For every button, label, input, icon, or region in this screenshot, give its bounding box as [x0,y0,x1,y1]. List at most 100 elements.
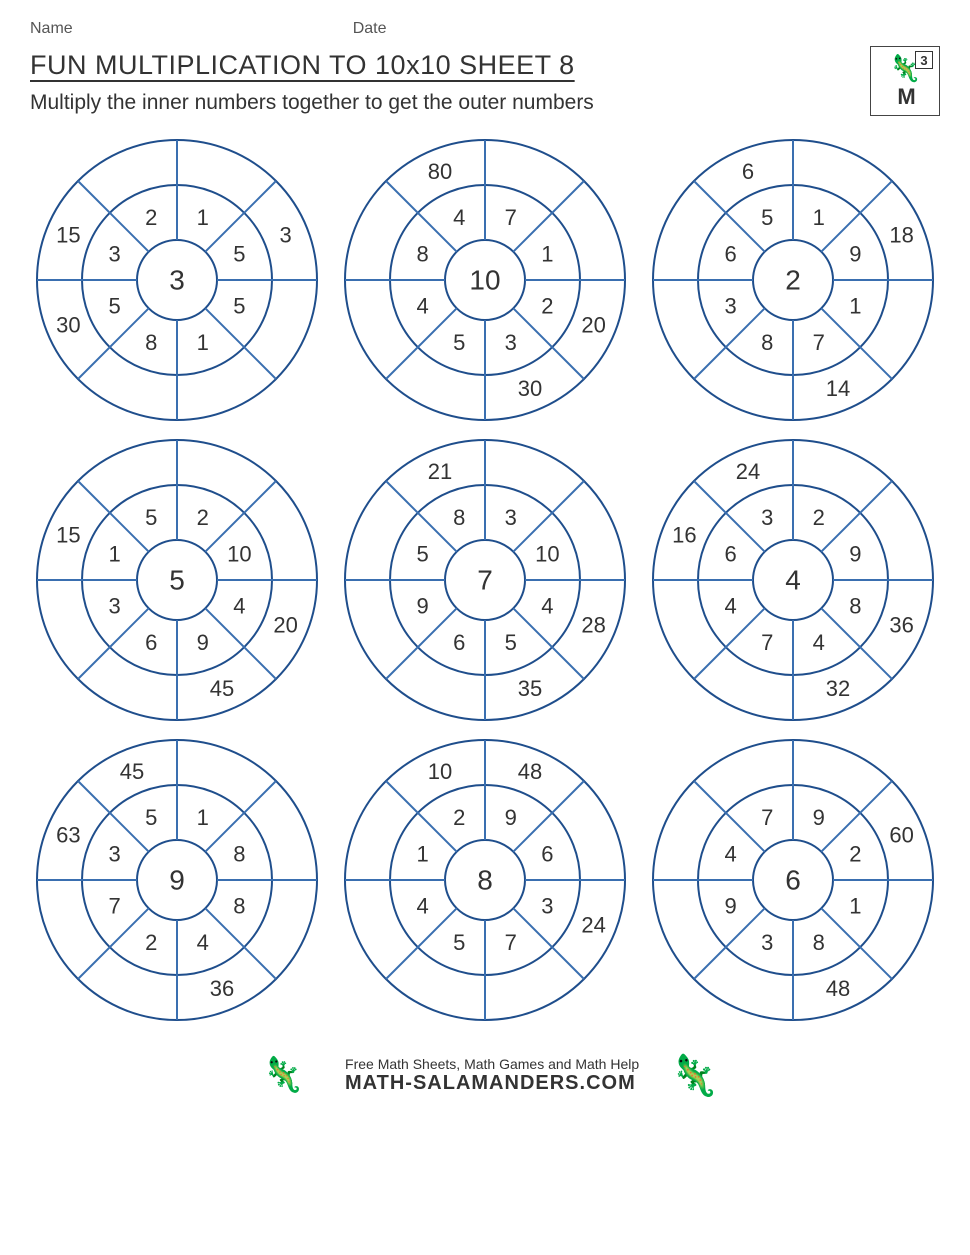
wheel-svg: 7831045695212835 [340,435,630,725]
wheel-outer-value: 80 [428,159,452,184]
wheel-inner-value: 10 [227,542,251,567]
wheel-inner-value: 9 [849,542,861,567]
footer-tagline: Free Math Sheets, Math Games and Math He… [345,1056,639,1072]
wheel-outer-value: 6 [742,159,754,184]
wheel-inner-value: 7 [505,930,517,955]
wheel-inner-value: 6 [724,242,736,267]
wheel-inner-value: 9 [505,805,517,830]
wheel-svg: 829637541104824 [340,735,630,1025]
footer-text: Free Math Sheets, Math Games and Math He… [345,1056,639,1095]
wheel-inner-value: 3 [505,330,517,355]
wheel-inner-value: 8 [761,330,773,355]
wheel-inner-value: 5 [233,242,245,267]
wheels-grid: 3215518533301510471235488020302519178366… [30,135,940,1025]
footer-logo-icon: 🦎 [251,1043,315,1107]
wheel-outer-value: 48 [826,976,850,1001]
footer: 🦎 Free Math Sheets, Math Games and Math … [30,1043,940,1107]
wheel-outer-value: 45 [120,759,144,784]
wheel-inner-value: 8 [416,242,428,267]
wheel-center: 4 [785,565,801,596]
wheel-inner-value: 3 [761,930,773,955]
wheel-outer-value: 21 [428,459,452,484]
wheel-inner-value: 5 [108,293,120,318]
wheel-outer-value: 15 [56,523,80,548]
multiplication-wheel: 6792183946048 [646,735,940,1025]
wheel-inner-value: 7 [761,630,773,655]
wheel-inner-value: 8 [145,330,157,355]
wheel-outer-value: 3 [279,223,291,248]
wheel-inner-value: 5 [233,293,245,318]
wheel-inner-value: 6 [541,842,553,867]
wheel-outer-value: 18 [889,223,913,248]
wheel-center: 3 [169,265,185,296]
wheel-inner-value: 1 [849,293,861,318]
wheel-inner-value: 9 [416,593,428,618]
wheel-inner-value: 9 [813,805,825,830]
wheel-inner-value: 3 [541,893,553,918]
wheel-outer-value: 32 [826,676,850,701]
wheel-outer-value: 24 [581,913,605,938]
footer-site: MATH-SALAMANDERS.COM [345,1072,639,1095]
wheel-inner-value: 4 [233,593,245,618]
multiplication-wheel: 829637541104824 [338,735,632,1025]
wheel-outer-value: 30 [518,376,542,401]
wheel-center: 6 [785,865,801,896]
grade-number: 3 [915,51,933,69]
wheel-inner-value: 2 [849,842,861,867]
wheel-outer-value: 20 [273,613,297,638]
header-fields: Name Date [30,20,940,38]
wheel-outer-value: 24 [736,459,760,484]
footer-lizard-icon: 🦎 [669,1052,719,1099]
multiplication-wheel: 32155185333015 [30,135,324,425]
wheel-outer-value: 48 [518,759,542,784]
title-row: FUN MULTIPLICATION TO 10x10 SHEET 8 Mult… [30,46,940,129]
wheel-outer-value: 15 [56,223,80,248]
wheel-inner-value: 5 [145,805,157,830]
wheel-svg: 6792183946048 [648,735,938,1025]
wheel-inner-value: 5 [416,542,428,567]
wheel-inner-value: 2 [145,205,157,230]
wheel-center: 7 [477,565,493,596]
wheel-inner-value: 1 [541,242,553,267]
wheel-svg: 5521049631204515 [32,435,322,725]
wheel-svg: 1047123548802030 [340,135,630,425]
wheel-inner-value: 4 [541,593,553,618]
wheel-inner-value: 1 [197,330,209,355]
wheel-inner-value: 5 [145,505,157,530]
wheel-inner-value: 7 [108,893,120,918]
multiplication-wheel: 25191783661814 [646,135,940,425]
wheel-inner-value: 4 [197,930,209,955]
wheel-inner-value: 6 [453,630,465,655]
wheel-inner-value: 2 [541,293,553,318]
wheel-center: 10 [469,265,500,296]
wheel-inner-value: 4 [416,893,428,918]
wheel-inner-value: 3 [108,842,120,867]
wheel-svg: 25191783661814 [648,135,938,425]
wheel-inner-value: 9 [724,893,736,918]
wheel-inner-value: 1 [849,893,861,918]
grade-badge: 3 🦎 M [870,46,940,116]
wheel-inner-value: 2 [813,505,825,530]
wheel-inner-value: 10 [535,542,559,567]
wheel-inner-value: 4 [813,630,825,655]
multiplication-wheel: 7831045695212835 [338,435,632,725]
wheel-inner-value: 1 [416,842,428,867]
wheel-inner-value: 3 [108,593,120,618]
wheel-svg: 951884273453663 [32,735,322,1025]
wheel-outer-value: 45 [210,676,234,701]
wheel-inner-value: 8 [849,593,861,618]
wheel-center: 5 [169,565,185,596]
wheel-inner-value: 8 [233,842,245,867]
date-field-label: Date [353,20,387,38]
wheel-inner-value: 4 [416,293,428,318]
wheel-outer-value: 10 [428,759,452,784]
wheel-outer-value: 30 [56,313,80,338]
wheel-inner-value: 1 [197,205,209,230]
name-field-label: Name [30,20,73,38]
wheel-outer-value: 20 [581,313,605,338]
multiplication-wheel: 5521049631204515 [30,435,324,725]
wheel-center: 9 [169,865,185,896]
page-title: FUN MULTIPLICATION TO 10x10 SHEET 8 [30,50,594,81]
wheel-inner-value: 3 [505,505,517,530]
wheel-outer-value: 35 [518,676,542,701]
